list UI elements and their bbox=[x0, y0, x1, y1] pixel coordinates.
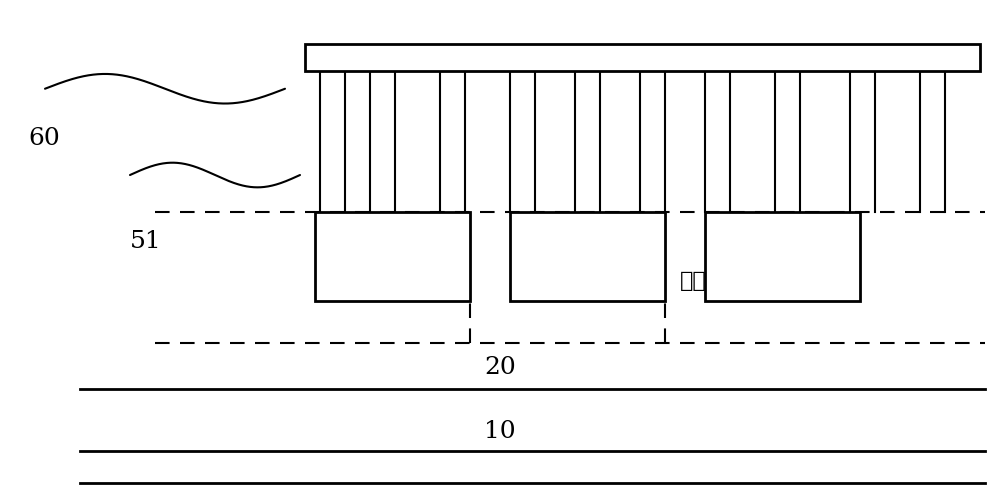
Bar bbox=[305, 44, 980, 71]
Text: 51: 51 bbox=[130, 230, 162, 253]
Bar bbox=[315, 212, 470, 301]
Text: P+: P+ bbox=[376, 246, 409, 267]
Text: P+: P+ bbox=[766, 246, 799, 267]
Bar bbox=[705, 212, 860, 301]
Bar bbox=[510, 212, 665, 301]
Text: 20: 20 bbox=[484, 356, 516, 379]
Text: 10: 10 bbox=[484, 420, 516, 443]
Text: P+: P+ bbox=[571, 246, 604, 267]
Text: 耗尽区: 耗尽区 bbox=[680, 271, 720, 291]
Text: 60: 60 bbox=[28, 127, 60, 149]
